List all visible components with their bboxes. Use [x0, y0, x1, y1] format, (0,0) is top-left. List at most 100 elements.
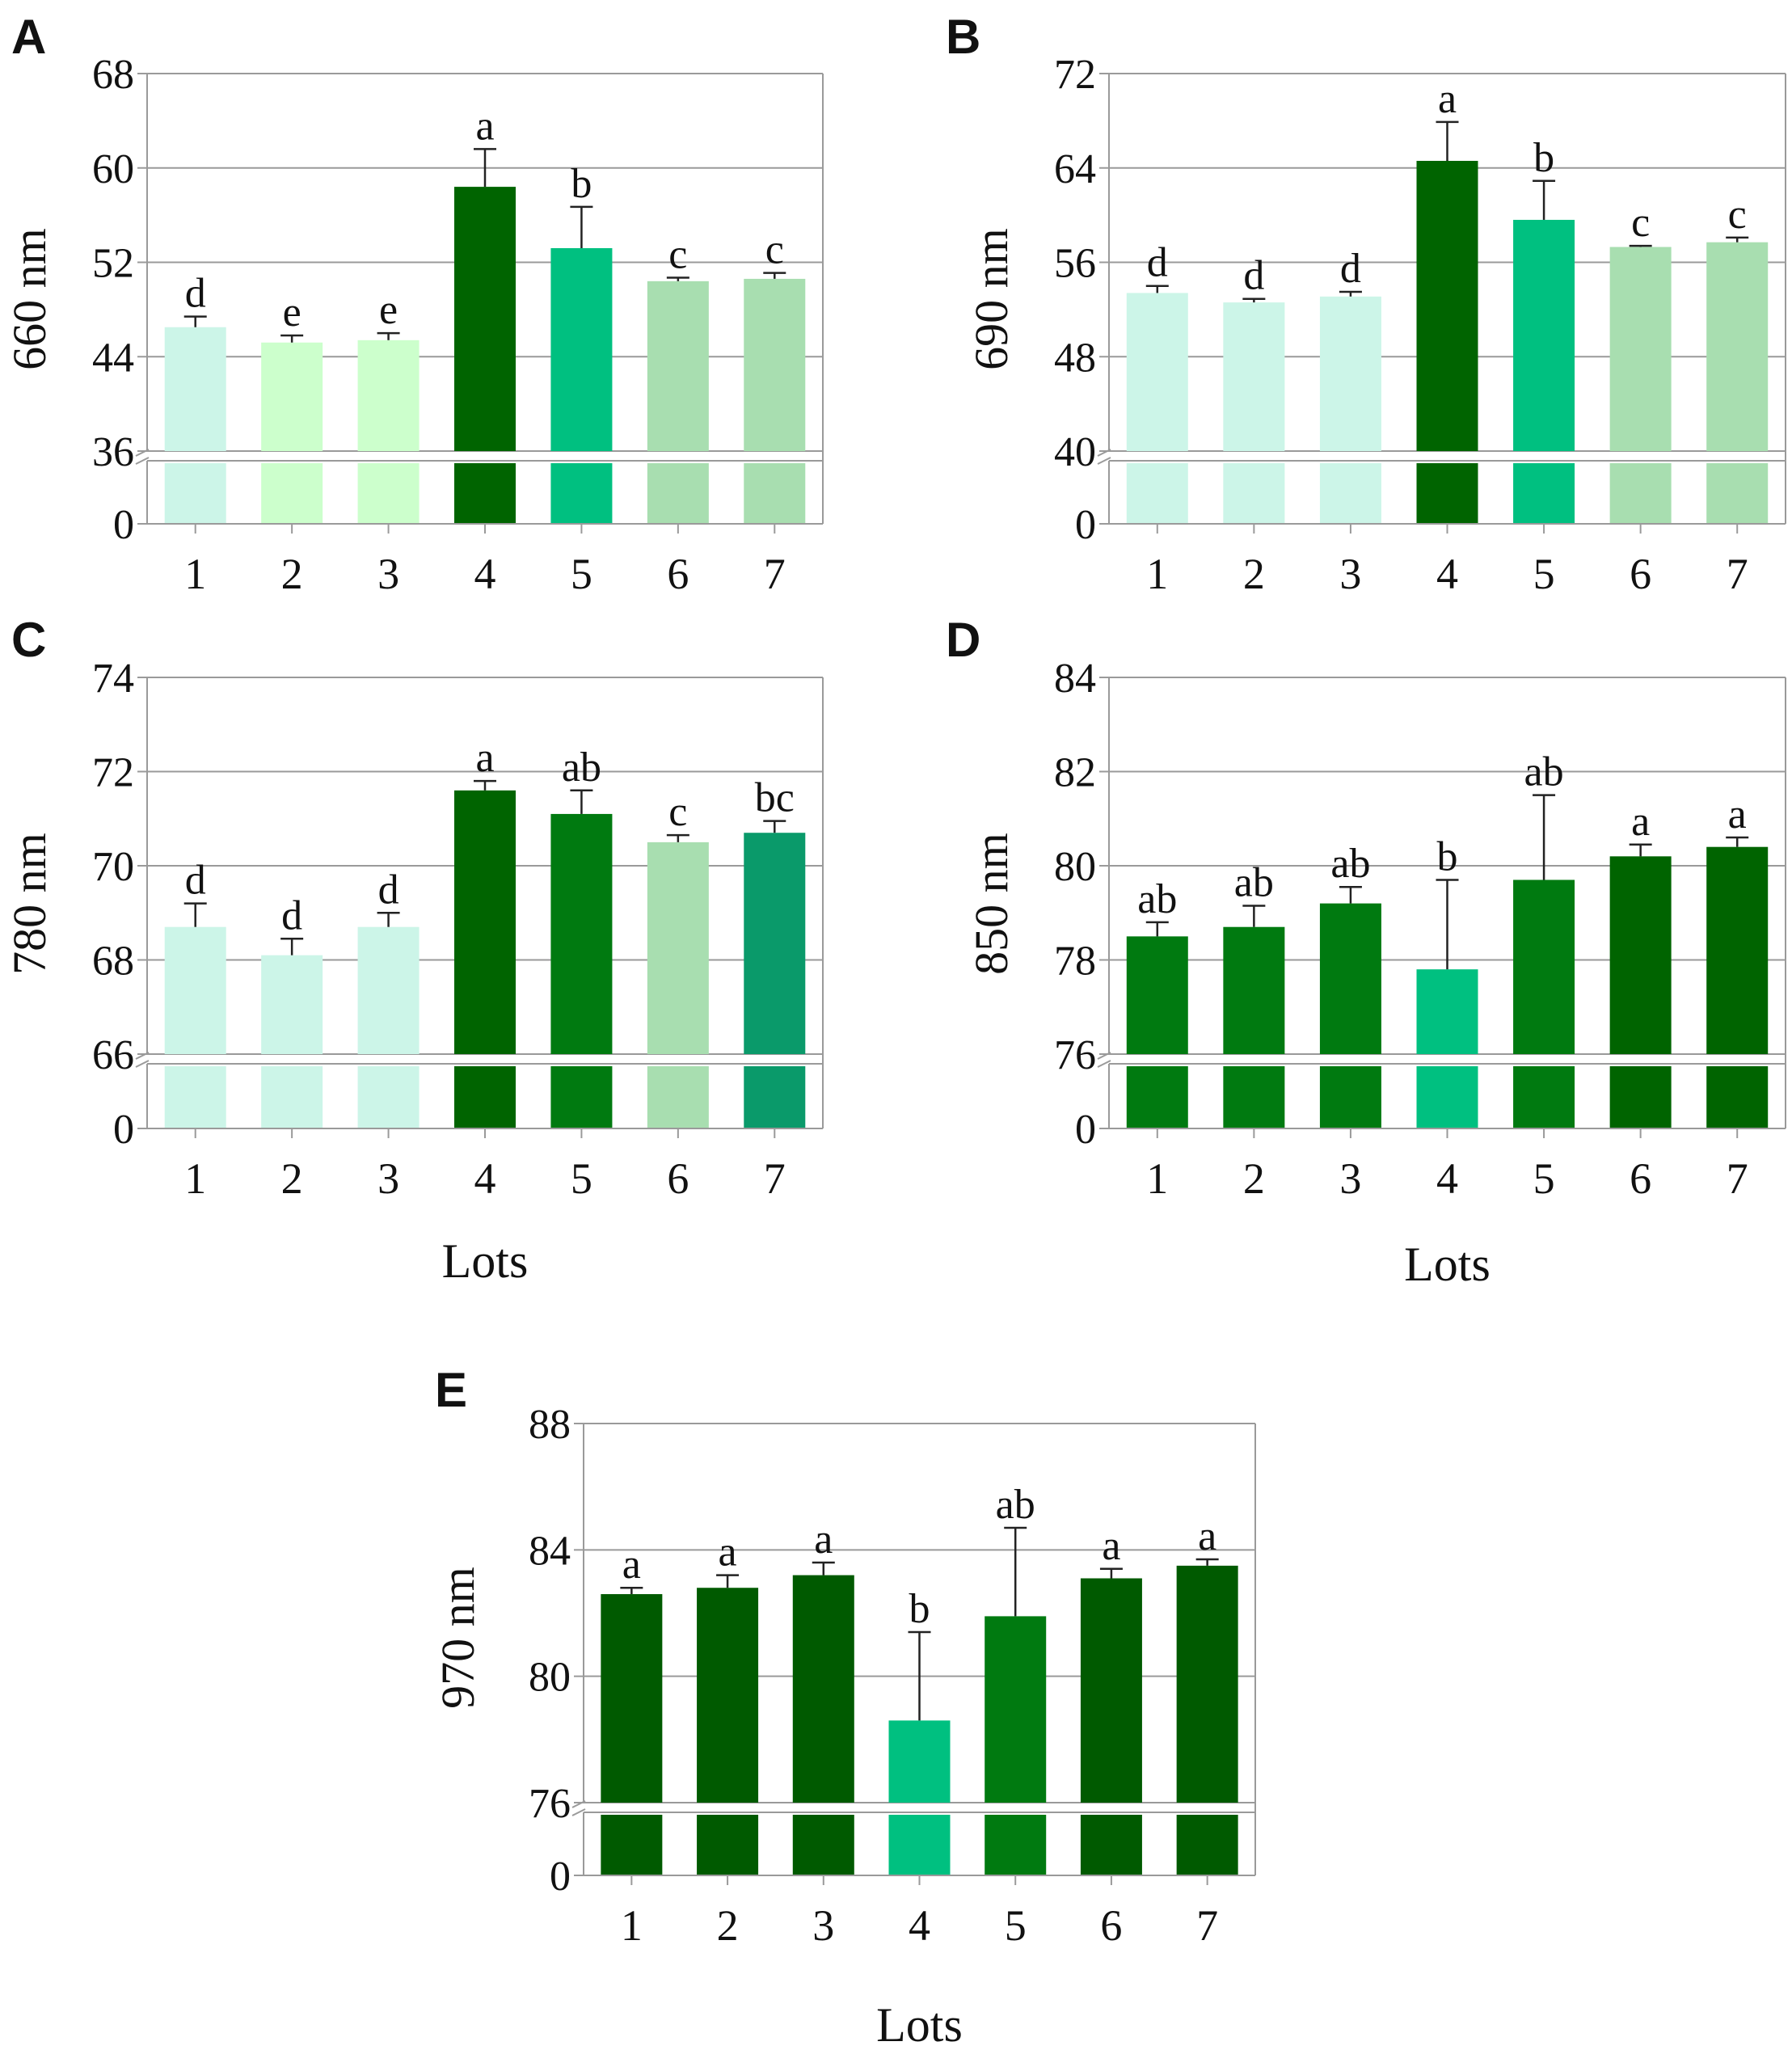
y-tick-label: 48 [1054, 335, 1096, 381]
x-tick-label: 7 [764, 1154, 786, 1203]
x-tick-label: 5 [1005, 1901, 1027, 1950]
bar-stub [1126, 1066, 1188, 1128]
x-tick-label: 6 [667, 1154, 689, 1203]
bar [1416, 160, 1478, 451]
bar [550, 247, 613, 451]
bar-stub [1706, 1066, 1769, 1128]
x-tick-label: 1 [1146, 1154, 1168, 1203]
y-tick-label-zero: 0 [113, 502, 134, 548]
x-tick-label: 7 [764, 550, 786, 598]
x-tick-label: 4 [1436, 550, 1458, 598]
x-tick-label: 2 [281, 550, 303, 598]
x-tick-label: 3 [1339, 550, 1361, 598]
significance-letter: a [622, 1542, 641, 1588]
bar [792, 1575, 854, 1803]
significance-letter: d [281, 892, 302, 939]
significance-letter: ab [1137, 876, 1177, 922]
y-tick-label: 80 [1054, 844, 1096, 890]
bar [1609, 856, 1672, 1054]
bar [1513, 219, 1575, 451]
bar-stub [454, 1066, 516, 1128]
significance-letter: c [668, 231, 687, 277]
y-tick-label-zero: 0 [550, 1854, 571, 1900]
y-tick-label: 80 [529, 1655, 571, 1701]
bar [744, 278, 806, 451]
bar-stub [1176, 1815, 1238, 1875]
bar-stub [1513, 1066, 1575, 1128]
x-tick-label: 6 [1630, 1154, 1651, 1203]
x-axis-label: Lots [876, 1998, 963, 2046]
bar [1126, 936, 1188, 1054]
y-tick-label: 70 [92, 844, 134, 890]
bar [1319, 296, 1381, 451]
bar-stub [1609, 463, 1672, 523]
bar-stub [357, 1066, 420, 1128]
significance-letter: bc [755, 775, 795, 821]
chart-panel-a: A 36 44 52 60 68 0 660 nm d 1 e 2 e 3 a 4 b 5 c 6 c 7 [3, 10, 824, 598]
bar-stub [647, 463, 709, 523]
x-tick-label: 1 [621, 1901, 643, 1950]
significance-letter: c [1631, 200, 1650, 246]
bar-stub [164, 463, 226, 523]
bar [1706, 846, 1769, 1054]
y-tick-label: 76 [1054, 1032, 1096, 1078]
bar-stub [1416, 463, 1478, 523]
x-tick-label: 6 [1100, 1901, 1122, 1950]
bar [164, 926, 226, 1054]
bar [1223, 926, 1285, 1054]
chart-panel-d: D 76 78 80 82 84 0 850 nm ab 1 ab 2 ab 3 b 4 ab 5 a 6 a 7 Lots [946, 613, 1786, 1291]
significance-letter: ab [1524, 749, 1564, 795]
y-tick-label: 64 [1054, 146, 1096, 192]
bar-stub [744, 1066, 806, 1128]
bar [454, 187, 516, 451]
bar-stub [1319, 463, 1381, 523]
significance-letter: a [475, 103, 494, 149]
significance-letter: ab [562, 744, 601, 791]
axis-break-mark [571, 1808, 586, 1816]
bar [744, 833, 806, 1054]
x-tick-label: 5 [571, 1154, 592, 1203]
x-tick-label: 5 [1533, 550, 1555, 598]
significance-letter: d [1340, 246, 1361, 292]
y-tick-label: 44 [92, 335, 134, 381]
significance-letter: ab [996, 1482, 1035, 1528]
y-axis-label: 780 nm [3, 833, 56, 975]
bar-stub [1416, 1066, 1478, 1128]
chart-panel-c: C 66 68 70 72 74 0 780 nm d 1 d 2 d 3 a 4 ab 5 c 6 bc 7 Lots [3, 613, 824, 1288]
bar [1319, 903, 1381, 1054]
y-tick-label: 72 [92, 750, 134, 796]
significance-letter: d [378, 867, 399, 913]
significance-letter: c [668, 789, 687, 835]
significance-letter: a [1631, 799, 1650, 845]
x-tick-label: 7 [1727, 550, 1748, 598]
significance-letter: d [185, 271, 206, 317]
x-tick-label: 1 [1146, 550, 1168, 598]
x-tick-label: 6 [1630, 550, 1651, 598]
y-tick-label: 68 [92, 52, 134, 98]
y-axis-label: 690 nm [965, 228, 1018, 370]
y-tick-label: 72 [1054, 52, 1096, 98]
bar [550, 813, 613, 1054]
bar-stub [164, 1066, 226, 1128]
bar-stub [357, 463, 420, 523]
significance-letter: a [1728, 791, 1747, 837]
bar [454, 790, 516, 1054]
x-tick-label: 3 [812, 1901, 834, 1950]
x-tick-label: 2 [1243, 550, 1265, 598]
bar-stub [697, 1815, 759, 1875]
significance-letter: d [1243, 253, 1264, 299]
panel-letter: E [435, 1363, 467, 1417]
x-tick-label: 4 [1436, 1154, 1458, 1203]
bar [1609, 247, 1672, 451]
bar-stub [1706, 463, 1769, 523]
x-tick-label: 2 [281, 1154, 303, 1203]
y-tick-label: 52 [92, 241, 134, 287]
bar-stub [1223, 463, 1285, 523]
y-tick-label-zero: 0 [1075, 502, 1096, 548]
axis-break-mark [135, 457, 150, 465]
y-tick-label: 84 [529, 1528, 571, 1574]
y-tick-label: 78 [1054, 939, 1096, 985]
bar [1706, 242, 1769, 451]
